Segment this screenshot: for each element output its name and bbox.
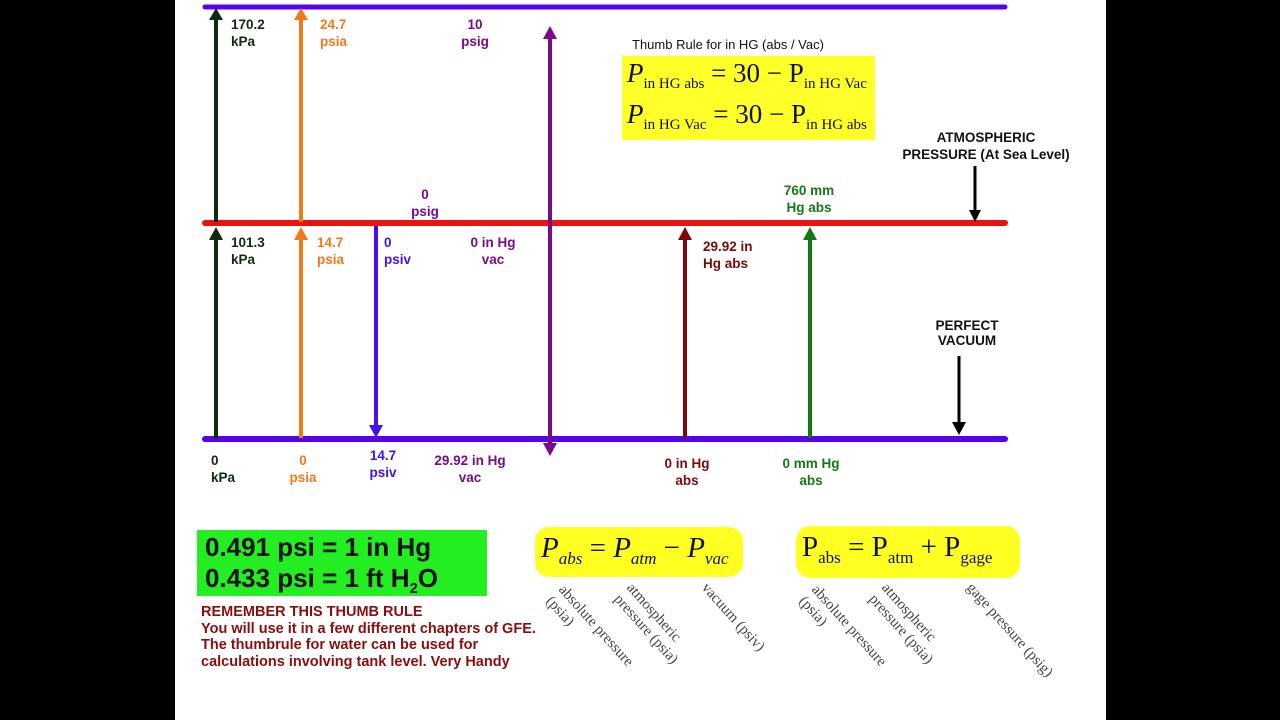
- remember-text: You will use it in a few different chapt…: [201, 620, 536, 670]
- thumb-rule-box: Pin HG abs = 30 − Pin HG Vac Pin HG Vac …: [622, 56, 875, 140]
- mm-hg-zero-label: 0 mm Hg abs: [782, 456, 840, 488]
- psig-double-arrow: [543, 26, 557, 456]
- thumb-rule-equation-2: Pin HG Vac = 30 − Pin HG abs: [627, 99, 867, 133]
- psia-zero-label: 0 psia: [289, 453, 317, 485]
- slide: 170.2 kPa 24.7 psia 10 psig 0 psig 101.3…: [175, 0, 1106, 720]
- conversion-ft-h2o: 0.433 psi = 1 ft H2O: [205, 563, 439, 598]
- atmospheric-pointer-arrow: [969, 166, 981, 222]
- conversion-box: 0.491 psi = 1 in Hg 0.433 psi = 1 ft H2O: [197, 530, 487, 598]
- in-hg-vac-zero-label: 29.92 in Hg vac: [434, 453, 506, 485]
- psiv-arrow: [369, 226, 383, 438]
- gage-note-gage: gage pressure (psig): [963, 580, 1056, 681]
- vac-note-vacuum: vacuum (psiv): [698, 580, 768, 655]
- perfect-vacuum-pointer-arrow: [952, 356, 966, 435]
- kpa-arrow-upper: [209, 8, 223, 222]
- thumb-rule-title: Thumb Rule for in HG (abs / Vac): [632, 37, 824, 52]
- psiv-atm-label: 0 psiv: [384, 235, 412, 267]
- conversion-in-hg: 0.491 psi = 1 in Hg: [205, 532, 432, 562]
- vacuum-formula: Pabs = Patm − Pvac: [541, 532, 729, 568]
- kpa-atm-label: 101.3 kPa: [231, 235, 265, 267]
- psia-atm-label: 14.7 psia: [317, 235, 345, 267]
- in-hg-abs-atm-label: 29.92 in Hg abs: [703, 239, 753, 271]
- gage-formula-box: Pabs = Patm + Pgage: [796, 526, 1020, 578]
- vacuum-formula-box: Pabs = Patm − Pvac: [535, 527, 743, 577]
- psia-arrow-upper: [294, 8, 308, 222]
- atmospheric-pressure-label: ATMOSPHERIC PRESSURE (At Sea Level): [902, 130, 1070, 162]
- mm-hg-abs-arrow: [803, 227, 817, 438]
- kpa-zero-label: 0 kPa: [211, 453, 236, 485]
- perfect-vacuum-label: PERFECT VACUUM: [935, 318, 999, 348]
- psig-atm-label: 0 psig: [411, 187, 439, 219]
- pressure-diagram: [202, 4, 1008, 456]
- psiv-zero-label: 14.7 psiv: [369, 448, 397, 480]
- thumb-rule-equation-1: Pin HG abs = 30 − Pin HG Vac: [627, 58, 867, 92]
- psia-arrow-lower: [294, 227, 308, 438]
- in-hg-abs-zero-label: 0 in Hg abs: [664, 456, 710, 488]
- thumb-rule-note: REMEMBER THIS THUMB RULE You will use it…: [201, 604, 541, 670]
- psia-top-label: 24.7 psia: [320, 17, 348, 49]
- gage-formula: Pabs = Patm + Pgage: [802, 531, 993, 567]
- remember-heading: REMEMBER THIS THUMB RULE: [201, 604, 423, 620]
- psig-top-label: 10 psig: [461, 17, 489, 49]
- in-hg-abs-arrow: [678, 227, 692, 438]
- kpa-arrow-lower: [209, 227, 223, 438]
- kpa-top-label: 170.2 kPa: [231, 17, 265, 49]
- in-hg-vac-atm-label: 0 in Hg vac: [470, 235, 516, 267]
- mm-hg-atm-label: 760 mm Hg abs: [783, 183, 835, 215]
